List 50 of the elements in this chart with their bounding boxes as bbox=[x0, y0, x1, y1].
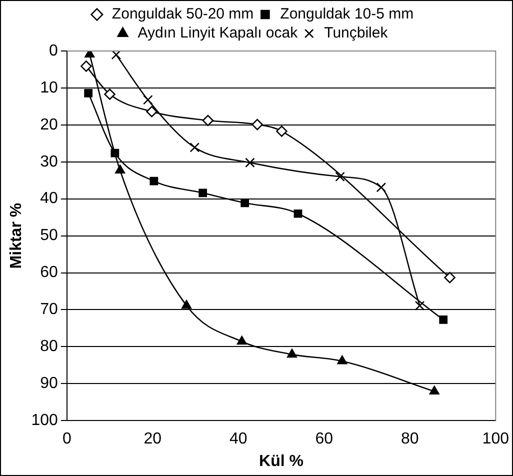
x-tick-label: 0 bbox=[62, 430, 72, 448]
y-tick-label: 30 bbox=[40, 153, 58, 170]
y-tick-label: 10 bbox=[40, 79, 58, 96]
x-tick-label: 60 bbox=[315, 430, 334, 448]
point bbox=[236, 336, 247, 345]
y-tick-label: 90 bbox=[40, 375, 58, 392]
point bbox=[240, 198, 250, 208]
point bbox=[104, 88, 116, 100]
y-axis-title: Miktar % bbox=[8, 202, 26, 269]
x-tick-label: 20 bbox=[144, 430, 162, 448]
point bbox=[198, 188, 207, 198]
x-tick-label: 80 bbox=[401, 430, 419, 448]
y-tick-label: 100 bbox=[31, 412, 58, 430]
legend-label: Zonguldak 50-20 mm bbox=[112, 6, 254, 23]
point bbox=[337, 355, 348, 364]
point bbox=[182, 300, 192, 309]
point bbox=[84, 88, 93, 98]
point bbox=[143, 94, 153, 105]
point bbox=[110, 148, 120, 158]
point bbox=[80, 60, 92, 72]
point bbox=[287, 348, 297, 358]
point bbox=[294, 209, 302, 218]
legend-label: Aydın Linyit Kapalı ocak bbox=[138, 24, 298, 42]
point bbox=[335, 172, 345, 182]
y-tick-label: 20 bbox=[40, 116, 58, 134]
point bbox=[414, 300, 425, 311]
y-tick-label: 60 bbox=[40, 264, 58, 282]
point bbox=[202, 114, 214, 126]
x-tick-label: 100 bbox=[482, 430, 510, 448]
point bbox=[276, 126, 288, 137]
point bbox=[252, 118, 263, 130]
point bbox=[444, 272, 456, 284]
point bbox=[439, 316, 448, 324]
y-tick-label: 70 bbox=[40, 301, 58, 318]
y-tick-label: 40 bbox=[40, 190, 58, 208]
point bbox=[115, 164, 126, 174]
y-tick-label: 50 bbox=[40, 227, 58, 244]
point bbox=[376, 182, 386, 192]
x-tick-label: 40 bbox=[230, 430, 248, 448]
point bbox=[146, 106, 158, 118]
y-tick-label: 80 bbox=[40, 338, 58, 356]
legend-label: Zonguldak 10-5 mm bbox=[280, 6, 414, 23]
y-tick-label: 0 bbox=[48, 42, 58, 60]
point bbox=[190, 142, 200, 152]
point bbox=[111, 51, 122, 60]
point bbox=[245, 158, 255, 168]
point bbox=[429, 386, 440, 395]
point bbox=[150, 176, 158, 186]
legend-label: Tunçbilek bbox=[324, 24, 388, 42]
x-axis-title: Kül % bbox=[259, 452, 304, 470]
